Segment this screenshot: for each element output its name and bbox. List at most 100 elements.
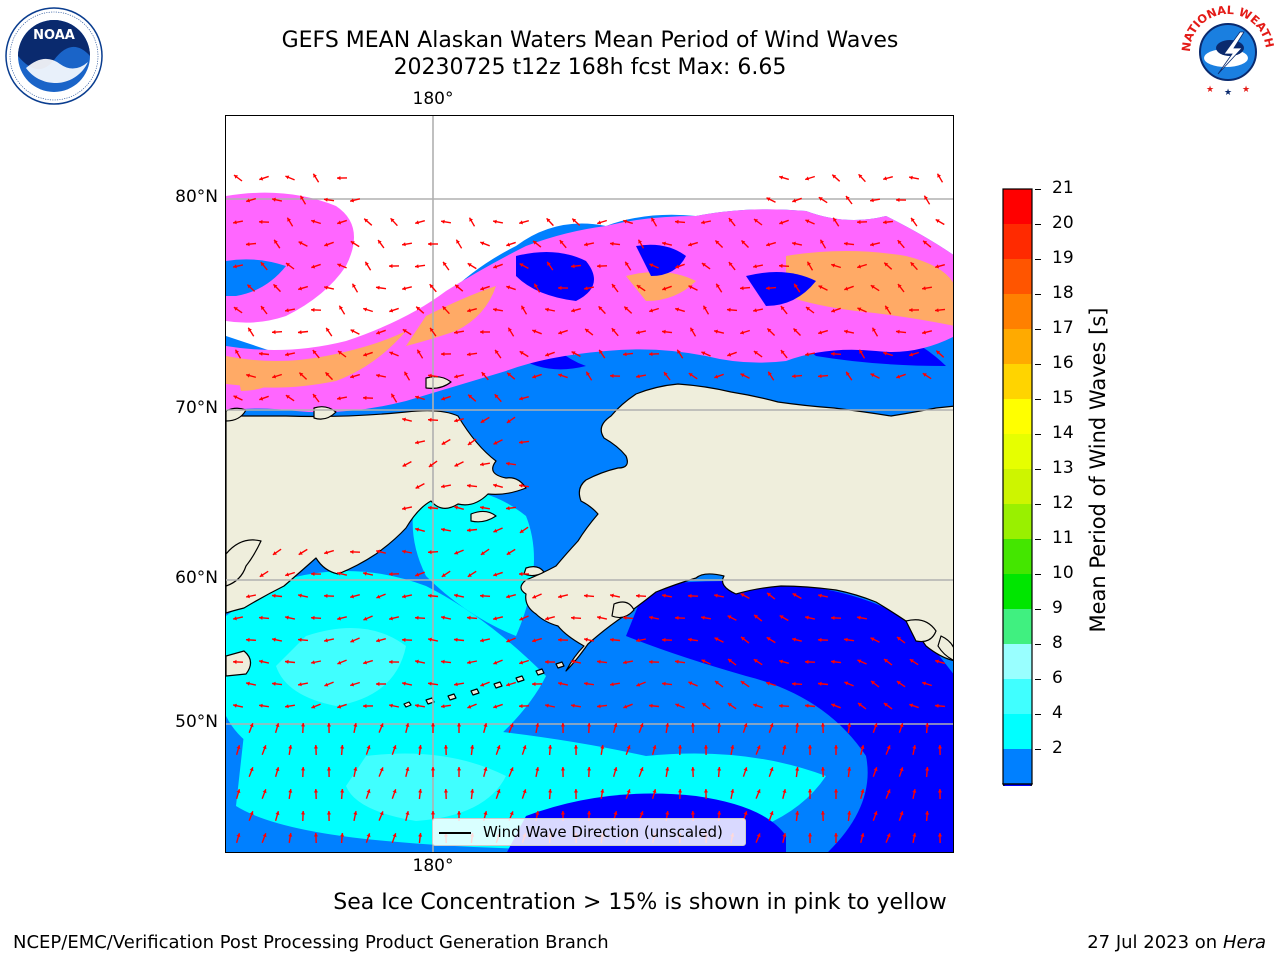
wave-direction-arrowhead <box>571 351 576 355</box>
wave-direction-arrowhead <box>805 703 809 708</box>
wave-direction-arrowhead <box>610 593 614 598</box>
wave-direction-arrowhead <box>402 462 407 467</box>
wave-direction-arrowhead <box>779 615 784 619</box>
wave-direction-arrowhead <box>275 723 280 728</box>
land-mass <box>226 376 953 708</box>
wave-direction-arrowhead <box>571 264 575 269</box>
wave-direction-arrowhead <box>558 681 562 686</box>
wave-direction-arrowhead <box>909 703 914 708</box>
wave-direction-arrowhead <box>457 723 462 727</box>
wave-direction-arrowhead <box>301 767 306 771</box>
wave-direction-arrowhead <box>584 286 588 291</box>
colorbar-segment <box>1003 329 1032 364</box>
wave-direction-arrowhead <box>780 350 785 354</box>
footer-org: NCEP/EMC/Verification Post Processing Pr… <box>13 932 609 953</box>
legend-label: Wind Wave Direction (unscaled) <box>483 823 723 841</box>
noaa-logo: NOAA <box>4 6 104 106</box>
colorbar-tick-label: 6 <box>1052 668 1063 688</box>
wave-direction-arrowhead <box>741 240 746 245</box>
wave-direction-arrowhead <box>519 483 523 488</box>
wave-direction-arrowhead <box>769 767 774 772</box>
wave-direction-arrowhead <box>233 659 237 664</box>
wave-direction-arrowhead <box>844 681 849 686</box>
wave-direction-arrowhead <box>363 307 368 312</box>
wave-direction-arrowhead <box>235 349 239 354</box>
wind-wave-arrows <box>232 173 946 844</box>
wave-direction-arrowhead <box>573 745 578 749</box>
wave-direction-arrowhead <box>688 285 693 290</box>
wave-direction-arrowhead <box>457 811 462 815</box>
colorbar-tick-mark <box>1035 608 1041 610</box>
wave-direction-arrowhead <box>587 767 592 771</box>
wave-direction-arrowhead <box>922 330 926 335</box>
wave-direction-arrowhead <box>379 723 384 728</box>
wave-direction-arrowhead <box>259 615 263 620</box>
wave-direction-arrowhead <box>912 745 917 749</box>
wave-direction-arrowhead <box>247 284 252 289</box>
wave-direction-arrowhead <box>558 637 562 642</box>
wave-direction-arrowhead <box>366 833 371 838</box>
wave-direction-arrowhead <box>896 374 901 379</box>
wave-direction-arrowhead <box>883 351 888 356</box>
wave-direction-arrowhead <box>743 767 748 772</box>
wave-direction-arrowhead <box>246 242 250 247</box>
wave-direction-arrowhead <box>392 789 397 794</box>
wave-direction-arrowhead <box>897 637 901 641</box>
wave-direction-arrowhead <box>428 373 432 378</box>
wave-direction-arrowhead <box>571 703 575 708</box>
wave-direction-arrowhead <box>909 308 913 313</box>
wave-direction-arrowhead <box>402 637 406 642</box>
wave-direction-arrowhead <box>649 615 653 620</box>
wave-direction-arrowhead <box>807 261 811 266</box>
wave-direction-arrowhead <box>922 681 927 686</box>
wave-direction-arrowhead <box>860 745 865 749</box>
wave-direction-arrowhead <box>727 703 732 707</box>
wave-direction-arrowhead <box>495 349 499 354</box>
wave-direction-arrowhead <box>402 242 406 247</box>
wave-direction-arrowhead <box>584 593 588 598</box>
wave-direction-arrowhead <box>613 811 618 816</box>
colorbar-tick-label: 13 <box>1052 458 1074 478</box>
wave-direction-arrowhead <box>884 659 888 663</box>
wave-direction-arrowhead <box>376 285 380 290</box>
wave-direction-arrowhead <box>324 638 328 643</box>
wave-direction-arrowhead <box>467 352 471 357</box>
wave-direction-arrowhead <box>857 220 861 225</box>
wave-direction-arrowhead <box>860 789 865 793</box>
wave-direction-arrowhead <box>558 594 562 599</box>
wave-direction-arrowhead <box>924 195 928 200</box>
wave-direction-arrowhead <box>532 374 537 379</box>
wave-direction-arrowhead <box>376 330 381 335</box>
colorbar-tick-mark <box>1035 748 1041 750</box>
wave-direction-arrowhead <box>441 573 446 577</box>
wave-direction-arrowhead <box>441 484 445 489</box>
wave-direction-arrowhead <box>766 681 771 686</box>
wave-direction-arrowhead <box>728 262 733 266</box>
wave-direction-arrowhead <box>792 637 796 642</box>
wave-direction-arrowhead <box>740 681 745 685</box>
wave-direction-arrowhead <box>586 371 590 376</box>
colorbar-tick-label: 12 <box>1052 493 1074 513</box>
wave-direction-arrowhead <box>480 286 485 291</box>
wave-direction-arrowhead <box>364 218 369 223</box>
wave-direction-arrowhead <box>573 789 578 793</box>
wave-direction-arrowhead <box>831 659 835 664</box>
wave-direction-arrowhead <box>288 789 293 793</box>
wave-direction-arrowhead <box>858 703 862 707</box>
wave-direction-arrowhead <box>766 242 771 247</box>
wave-direction-arrowhead <box>454 550 459 555</box>
wave-direction-arrowhead <box>443 789 448 793</box>
wave-direction-arrowhead <box>313 745 318 749</box>
wave-direction-arrowhead <box>418 789 423 793</box>
wave-direction-arrowhead <box>350 241 355 245</box>
wave-direction-arrowhead <box>779 175 784 180</box>
wave-direction-arrowhead <box>298 330 302 335</box>
wave-direction-arrowhead <box>766 637 771 641</box>
wave-direction-arrowhead <box>249 723 254 728</box>
wave-direction-arrowhead <box>805 176 810 181</box>
colorbar-segment <box>1003 469 1032 504</box>
wave-direction-arrowhead <box>324 242 329 247</box>
wave-direction-arrowhead <box>792 198 797 203</box>
wave-direction-arrowhead <box>298 593 302 598</box>
wave-direction-arrowhead <box>753 308 757 313</box>
